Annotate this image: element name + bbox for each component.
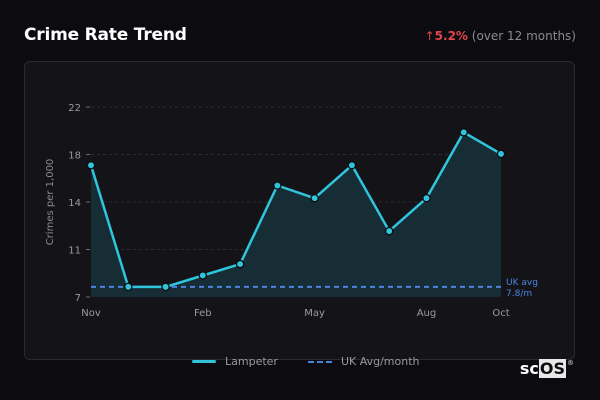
page-title: Crime Rate Trend [24, 25, 187, 45]
x-tick-label: Nov [81, 308, 101, 319]
y-axis: 7 11 14 18 22 [68, 103, 90, 304]
data-point[interactable] [273, 181, 282, 190]
change-period: (over 12 months) [471, 29, 576, 43]
data-point[interactable] [235, 259, 245, 269]
legend-label: UK Avg/month [340, 355, 420, 368]
data-point[interactable] [496, 149, 506, 159]
logo-boxed: OS [538, 359, 566, 378]
y-tick-label: 14 [68, 198, 81, 209]
scos-logo: sc OS ® [520, 359, 574, 378]
y-tick-label: 7 [75, 293, 81, 304]
legend-label: Lampeter [225, 355, 278, 368]
dashed-line-swatch-icon [307, 360, 332, 363]
series-line [89, 131, 502, 289]
legend-item-uk-avg[interactable]: UK Avg/month [307, 355, 420, 368]
data-point[interactable] [422, 193, 431, 203]
y-tick-label: 11 [68, 246, 81, 257]
logo-prefix: sc [519, 359, 539, 378]
data-point[interactable] [310, 193, 319, 203]
data-point[interactable] [198, 271, 208, 280]
x-tick-label: Oct [492, 308, 509, 319]
data-point[interactable] [161, 282, 170, 292]
x-tick-label: Aug [417, 308, 437, 319]
change-percent: 5.2% [434, 29, 468, 43]
y-axis-label: Crimes per 1,000 [45, 159, 56, 246]
registered-mark-icon: ® [567, 359, 574, 367]
data-point[interactable] [459, 128, 468, 137]
data-point[interactable] [124, 282, 133, 292]
series-area [91, 132, 501, 297]
y-tick-label: 22 [68, 103, 81, 114]
uk-avg-annotation-line2: 7.8/m [506, 289, 532, 299]
uk-avg-annotation-line1: UK avg [506, 278, 538, 288]
legend-item-lampeter[interactable]: Lampeter [192, 355, 278, 368]
arrow-up-icon: ↑ [424, 29, 435, 43]
trend-change: ↑5.2% (over 12 months) [425, 29, 576, 43]
data-point[interactable] [347, 161, 357, 170]
chart-legend: Lampeter UK Avg/month [192, 355, 441, 368]
data-point[interactable] [86, 161, 96, 170]
x-tick-label: May [304, 308, 325, 319]
data-points [86, 128, 506, 292]
x-tick-label: Feb [194, 308, 212, 319]
x-axis: Nov Feb May Aug Oct [81, 308, 509, 319]
solid-line-swatch-icon [192, 360, 216, 363]
y-tick-label: 18 [68, 151, 81, 162]
data-point[interactable] [384, 226, 394, 236]
